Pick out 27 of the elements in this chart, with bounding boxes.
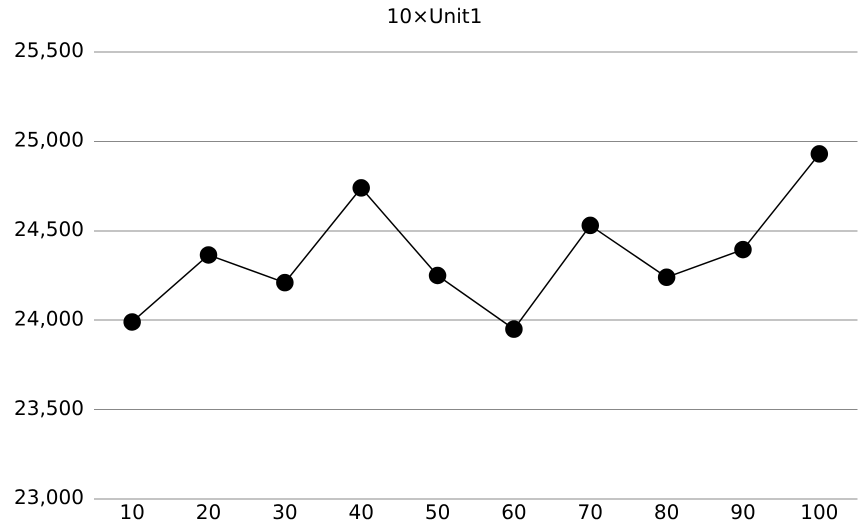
x-tick-label: 40 [348,500,374,524]
point [276,274,294,292]
y-tick-label: 23,500 [14,396,84,420]
point [582,216,600,234]
x-tick-label: 80 [654,500,680,524]
y-tick-label: 25,500 [14,38,84,62]
point [810,145,828,163]
y-tick-label: 24,500 [14,217,84,242]
y-tick-label: 24,000 [14,306,84,330]
x-tick-label: 30 [272,500,298,524]
x-tick-label: 100 [800,500,838,524]
x-tick-label: 70 [578,500,603,524]
y-tick-label: 23,000 [14,485,84,510]
x-tick-label: 50 [424,500,450,524]
x-tick-label: 90 [730,500,756,524]
x-tick-label: 60 [501,500,527,524]
point [428,266,446,284]
point [505,320,523,338]
chart-title: 10×Unit1 [386,4,482,28]
point [734,240,752,258]
y-tick-label: 25,000 [14,128,84,152]
point [123,313,141,331]
x-tick-label: 20 [196,500,222,524]
point [352,179,370,197]
point [200,246,218,264]
x-tick-label: 10 [119,500,145,524]
point [658,268,676,286]
